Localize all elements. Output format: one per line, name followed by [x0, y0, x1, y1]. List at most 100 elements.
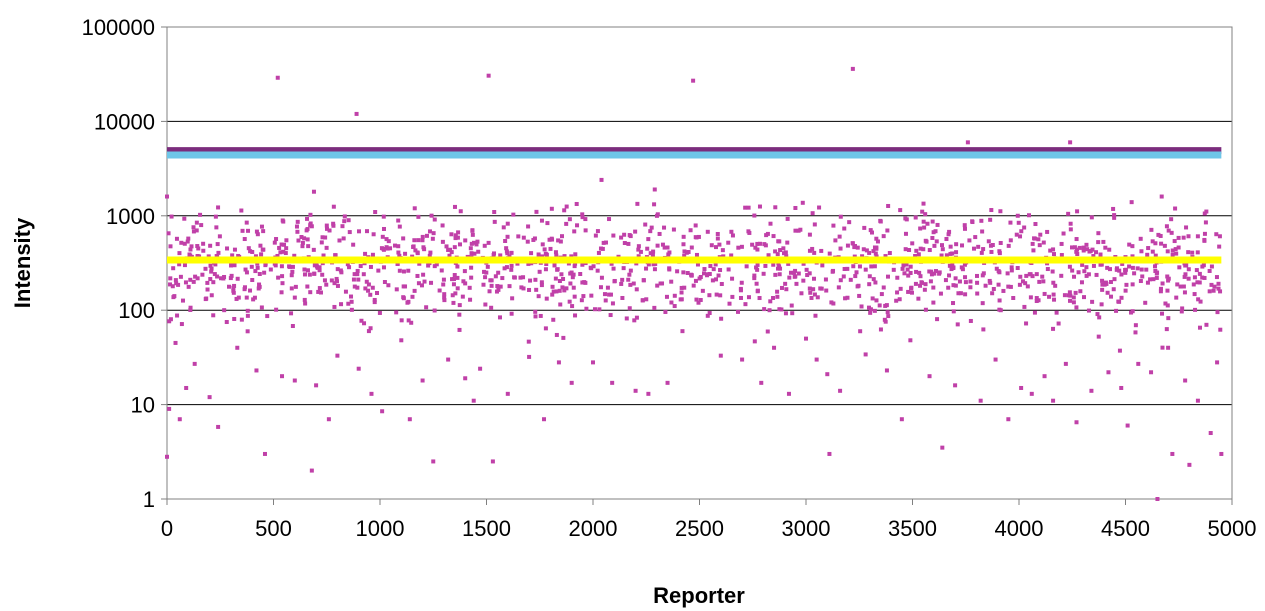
data-point: [881, 234, 886, 239]
data-point: [550, 237, 555, 242]
data-point: [1166, 345, 1171, 350]
data-point: [841, 274, 846, 279]
data-point: [449, 232, 454, 237]
data-point: [813, 313, 818, 318]
data-point: [793, 205, 798, 210]
data-point: [871, 249, 876, 254]
data-point: [879, 292, 884, 297]
data-point: [1066, 211, 1071, 216]
data-point: [536, 294, 541, 299]
data-point: [1135, 266, 1140, 271]
data-point: [219, 276, 224, 281]
data-point: [305, 268, 310, 273]
data-point: [468, 297, 473, 302]
data-point: [280, 374, 285, 379]
data-point: [755, 247, 760, 252]
data-point: [946, 285, 951, 290]
data-point: [437, 288, 442, 293]
data-point: [730, 233, 735, 238]
reference-lines: [167, 147, 1222, 264]
data-point: [245, 308, 250, 313]
data-point: [755, 241, 760, 246]
data-point: [560, 285, 565, 290]
data-point: [272, 240, 277, 245]
data-point: [306, 244, 311, 249]
data-point: [216, 205, 221, 210]
data-point: [812, 250, 817, 255]
data-point: [363, 251, 368, 256]
data-point: [796, 271, 801, 276]
data-point: [416, 238, 421, 243]
data-point: [366, 329, 371, 334]
data-point: [858, 329, 863, 334]
data-point: [1186, 234, 1191, 239]
data-point: [364, 279, 369, 284]
data-point: [963, 280, 968, 285]
data-point: [1034, 272, 1039, 277]
data-point: [355, 268, 360, 273]
data-point: [1140, 274, 1145, 279]
data-point: [948, 251, 953, 256]
data-point: [236, 253, 241, 258]
data-point: [1051, 247, 1056, 252]
data-point: [752, 276, 757, 281]
data-point: [352, 284, 357, 289]
data-point: [321, 253, 326, 258]
data-point: [507, 254, 512, 259]
x-tick-label: 2500: [675, 516, 724, 541]
data-point: [559, 234, 564, 239]
data-point: [1100, 282, 1105, 287]
data-point: [259, 252, 264, 257]
data-point: [948, 244, 953, 249]
data-point: [583, 228, 588, 233]
data-point: [1173, 206, 1178, 211]
data-point: [393, 243, 398, 248]
data-point: [998, 308, 1003, 313]
data-point: [1075, 247, 1080, 252]
data-point: [1102, 282, 1107, 287]
data-point: [1056, 321, 1061, 326]
data-point: [409, 320, 414, 325]
data-point: [988, 243, 993, 248]
data-point: [407, 417, 412, 422]
data-point: [324, 223, 329, 228]
data-point: [913, 253, 918, 258]
data-point: [944, 236, 949, 241]
data-point: [777, 264, 782, 269]
data-point: [537, 269, 542, 274]
data-point: [483, 275, 488, 280]
data-point: [885, 274, 890, 279]
data-point: [481, 282, 486, 287]
data-point: [429, 280, 434, 285]
data-point: [928, 279, 933, 284]
data-point: [1037, 243, 1042, 248]
data-point: [254, 368, 259, 373]
data-point: [1202, 275, 1207, 280]
data-point: [580, 262, 585, 267]
data-point: [1196, 297, 1201, 302]
data-point: [483, 302, 488, 307]
data-point: [714, 292, 719, 297]
data-point: [871, 277, 876, 282]
data-point: [628, 234, 633, 239]
data-point: [596, 250, 601, 255]
data-point: [442, 298, 447, 303]
data-point: [916, 296, 921, 301]
data-point: [847, 220, 852, 225]
data-point: [901, 263, 906, 268]
data-point: [920, 209, 925, 214]
data-point: [843, 296, 848, 301]
data-point: [209, 293, 214, 298]
data-point: [455, 235, 460, 240]
data-point: [1099, 262, 1104, 267]
data-point: [240, 228, 245, 233]
data-point: [624, 316, 629, 321]
data-point: [746, 295, 751, 300]
data-point: [525, 239, 530, 244]
data-point: [359, 318, 364, 323]
data-point: [1148, 277, 1153, 282]
data-point: [829, 300, 834, 305]
data-point: [775, 289, 780, 294]
data-point: [334, 276, 339, 281]
data-point: [571, 285, 576, 290]
